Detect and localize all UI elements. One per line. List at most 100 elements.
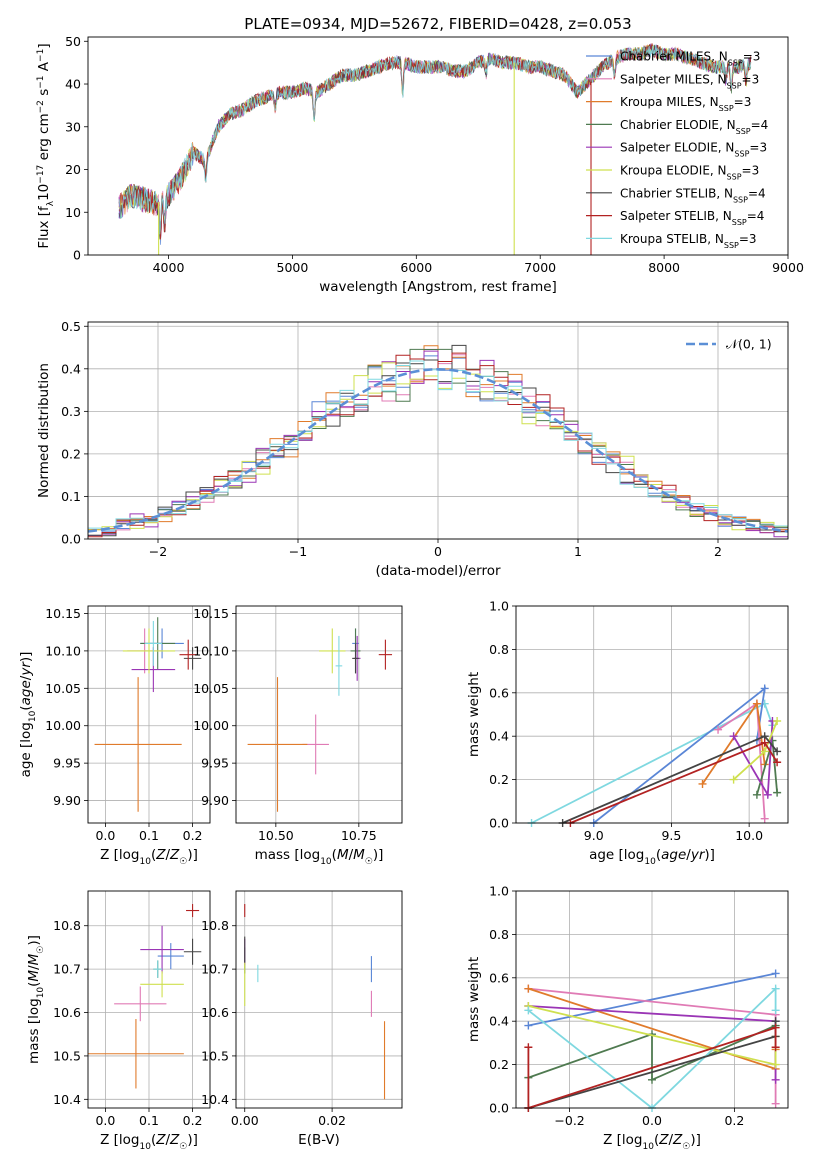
age-vs-z-ytick-label: 9.95 <box>53 756 81 771</box>
legend-entry: Chabrier ELODIE, NSSP=4 <box>620 118 768 136</box>
mass-vs-ebv-xtick-label: 0.02 <box>318 1113 346 1128</box>
mass-weight-marker <box>752 790 761 799</box>
age-vs-mass-ytick-label: 9.95 <box>201 756 229 771</box>
mass-weight-vs-age-ytick-label: 0.0 <box>489 816 509 831</box>
mass-weight-vs-z-xtick-label: 0.2 <box>724 1113 744 1128</box>
residuals-ytick-label: 0.3 <box>61 404 81 419</box>
residuals-xtick-label: 1 <box>574 544 582 559</box>
age-vs-z-frame <box>87 605 211 824</box>
mass-weight-marker <box>760 747 769 756</box>
mass-weight-line <box>528 1024 776 1082</box>
residuals-axes: −2 −1 0 1 2 0.0 0.1 0.2 0.3 0.4 0.5 <box>61 319 788 559</box>
mass-weight-marker <box>752 699 761 708</box>
spectrum-legend: Chabrier MILES, NSSP=3 Salpeter MILES, NS… <box>586 50 768 249</box>
mass-weight-marker <box>771 1043 780 1052</box>
mass-vs-z-points <box>88 904 202 1089</box>
spectrum-ytick-label: 30 <box>65 119 81 134</box>
gaussian-curve <box>88 367 788 533</box>
spectrum-xtick-label: 7000 <box>524 260 556 275</box>
mass-weight-marker <box>773 717 782 726</box>
mass-weight-line <box>570 741 778 824</box>
mass-vs-ebv-points <box>244 904 386 1100</box>
mass-weight-vs-z-xtick-label: 0.0 <box>642 1113 662 1128</box>
mass-vs-z-ytick-label: 10.5 <box>53 1048 81 1063</box>
mass-vs-z-xtick-label: 0.1 <box>139 1113 159 1128</box>
spectrum-xtick-label: 8000 <box>648 260 680 275</box>
mass-weight-vs-age-axes: 9.0 9.5 10.0 0.0 0.2 0.4 0.6 0.8 1.0 <box>489 599 788 843</box>
mass-weight-vs-age-xtick-label: 9.5 <box>661 828 681 843</box>
mass-vs-z-ytick-label: 10.4 <box>53 1092 81 1107</box>
mass-weight-vs-age-ytick-label: 0.4 <box>489 729 509 744</box>
spectrum-ytick-label: 20 <box>65 162 81 177</box>
mass-weight-line <box>531 702 774 824</box>
mass-weight-vs-z-frame <box>515 890 789 1109</box>
residuals-ytick-label: 0.4 <box>61 361 81 376</box>
age-vs-mass-ytick-label: 10.10 <box>193 643 229 658</box>
mass-weight-marker <box>524 1006 533 1015</box>
residuals-xtick-label: 2 <box>714 544 722 559</box>
mass-weight-marker <box>763 790 772 799</box>
age-vs-z-ytick-label: 9.90 <box>53 793 81 808</box>
spectrum-ytick-label: 0 <box>73 248 81 263</box>
mass-weight-vs-age-frame <box>515 605 789 824</box>
age-vs-z-points <box>94 617 202 812</box>
spectrum-ytick-label: 50 <box>65 34 81 49</box>
age-vs-z-xtick-label: 0.0 <box>95 828 115 843</box>
mass-vs-z-ytick-label: 10.8 <box>53 918 81 933</box>
mass-weight-marker <box>524 1043 533 1052</box>
spectrum-axes: 4000 5000 6000 7000 8000 9000 0 10 20 30 40 50 <box>65 34 804 275</box>
age-vs-mass-axes: 10.50 10.75 9.90 9.95 10.00 10.05 10.10 10.15 <box>193 606 402 843</box>
mass-vs-z-ytick-label: 10.6 <box>53 1005 81 1020</box>
mass-weight-vs-age-xtick-label: 10.0 <box>735 828 763 843</box>
spectrum-series-line <box>118 44 752 239</box>
spectrum-series-line <box>118 43 752 240</box>
mass-weight-vs-z-ytick-label: 0.0 <box>489 1101 509 1116</box>
mass-weight-vs-z-ytick-label: 1.0 <box>489 884 509 899</box>
spectrum-ylabel: Flux [fλ10−17 erg cm−2 s−1 A−1] <box>36 43 56 248</box>
mass-weight-vs-age-series <box>527 684 782 827</box>
figure-title: PLATE=0934, MJD=52672, FIBERID=0428, z=0… <box>244 15 631 33</box>
residuals-frame <box>87 321 789 540</box>
spectrum-ytick-label: 40 <box>65 77 81 92</box>
mass-vs-ebv-ytick-label: 10.8 <box>201 918 229 933</box>
mass-vs-ebv-xtick-label: 0.00 <box>231 1113 259 1128</box>
mass-weight-marker <box>773 747 782 756</box>
spectrum-xtick-label: 9000 <box>772 260 804 275</box>
mass-weight-marker <box>524 1021 533 1030</box>
mass-weight-marker <box>771 1060 780 1069</box>
mass-weight-marker <box>714 725 723 734</box>
mass-weight-vs-z-ylabel: mass weight <box>466 957 482 1042</box>
spectrum-xtick-label: 6000 <box>400 260 432 275</box>
mass-weight-marker <box>648 1075 656 1084</box>
residuals-ytick-label: 0.2 <box>61 446 81 461</box>
age-vs-z-ytick-label: 10.15 <box>45 606 81 621</box>
mass-vs-z-axes: 0.0 0.1 0.2 10.4 10.5 10.6 10.7 10.8 <box>53 891 210 1128</box>
mass-weight-vs-age-ytick-label: 0.2 <box>489 772 509 787</box>
mass-weight-marker <box>771 984 780 993</box>
age-vs-mass-ytick-label: 9.90 <box>201 793 229 808</box>
residuals-xlabel: (data-model)/error <box>375 563 501 579</box>
mass-weight-vs-age-ytick-label: 1.0 <box>489 599 509 614</box>
spectrum-xtick-label: 4000 <box>153 260 185 275</box>
spectrum-xlabel: wavelength [Angstrom, rest frame] <box>319 279 557 295</box>
mass-vs-ebv-ytick-label: 10.5 <box>201 1048 229 1063</box>
mass-vs-ebv-ytick-label: 10.4 <box>201 1092 229 1107</box>
age-vs-mass-xlabel: mass [log10(M/M☉)] <box>255 847 384 867</box>
mass-weight-marker <box>773 788 782 797</box>
age-vs-z-ytick-label: 10.10 <box>45 643 81 658</box>
mass-weight-vs-age-xlabel: age [log10(age/yr)] <box>589 847 715 867</box>
spectrum-xtick-label: 5000 <box>277 260 309 275</box>
legend-entry: 𝒩(0, 1) <box>726 337 772 352</box>
legend-entry: Salpeter ELODIE, NSSP=3 <box>620 141 767 159</box>
age-vs-mass-points <box>247 628 393 812</box>
mass-weight-vs-z-ytick-label: 0.8 <box>489 927 509 942</box>
mass-weight-vs-age-ytick-label: 0.6 <box>489 685 509 700</box>
age-vs-mass-ytick-label: 10.00 <box>193 718 229 733</box>
mass-weight-marker <box>760 814 769 823</box>
mass-weight-marker <box>760 684 769 693</box>
mass-weight-vs-z-series <box>524 969 780 1112</box>
age-vs-z-xlabel: Z [log10(Z/Z☉)] <box>100 847 198 867</box>
mass-vs-z-xtick-label: 0.2 <box>183 1113 203 1128</box>
residuals-xtick-label: −2 <box>149 544 167 559</box>
